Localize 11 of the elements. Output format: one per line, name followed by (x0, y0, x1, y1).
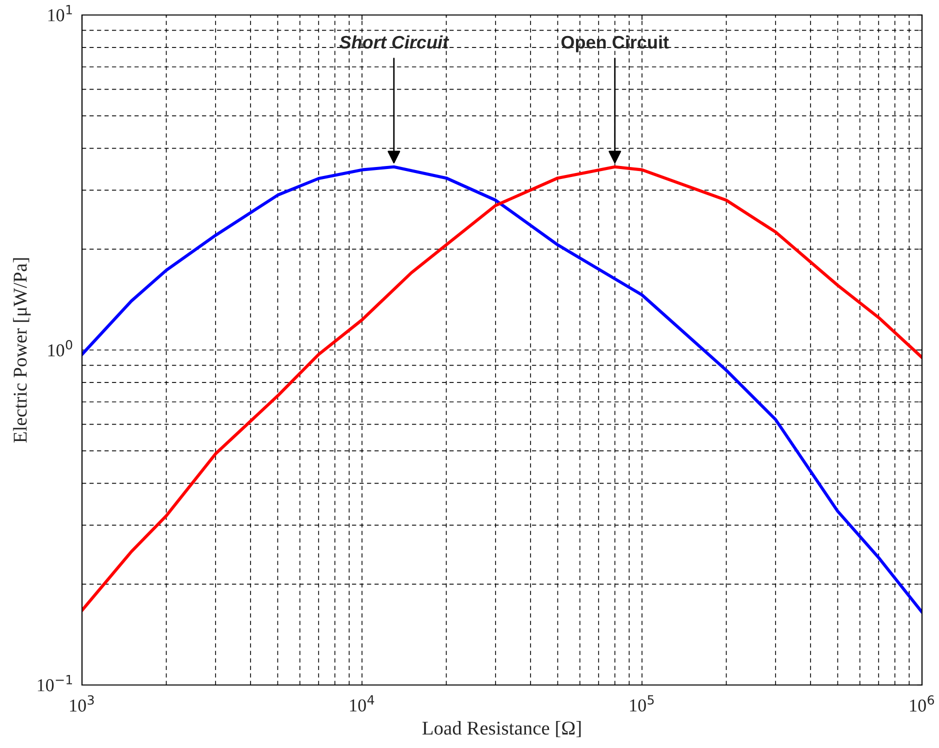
y-tick-label: 10$^{0}$ (48, 340, 72, 356)
x-tick-label: 10$^{4}$ (350, 695, 374, 712)
y-tick-label: 10$^{−1}$ (38, 675, 72, 692)
x-axis-title: Load Resistance [Ω] (422, 721, 581, 738)
x-tick-label: 10$^{6}$ (910, 695, 934, 712)
x-tick-label: 10$^{5}$ (630, 695, 654, 712)
annotation: Short Circuit (339, 35, 450, 49)
y-axis-title: Electric Power [μW/Pa] (13, 258, 31, 443)
y-tick-label: 10$^{1}$ (48, 5, 72, 22)
annotation: Open Circuit (561, 35, 669, 52)
x-tick-label: 10$^{3}$ (70, 695, 94, 712)
